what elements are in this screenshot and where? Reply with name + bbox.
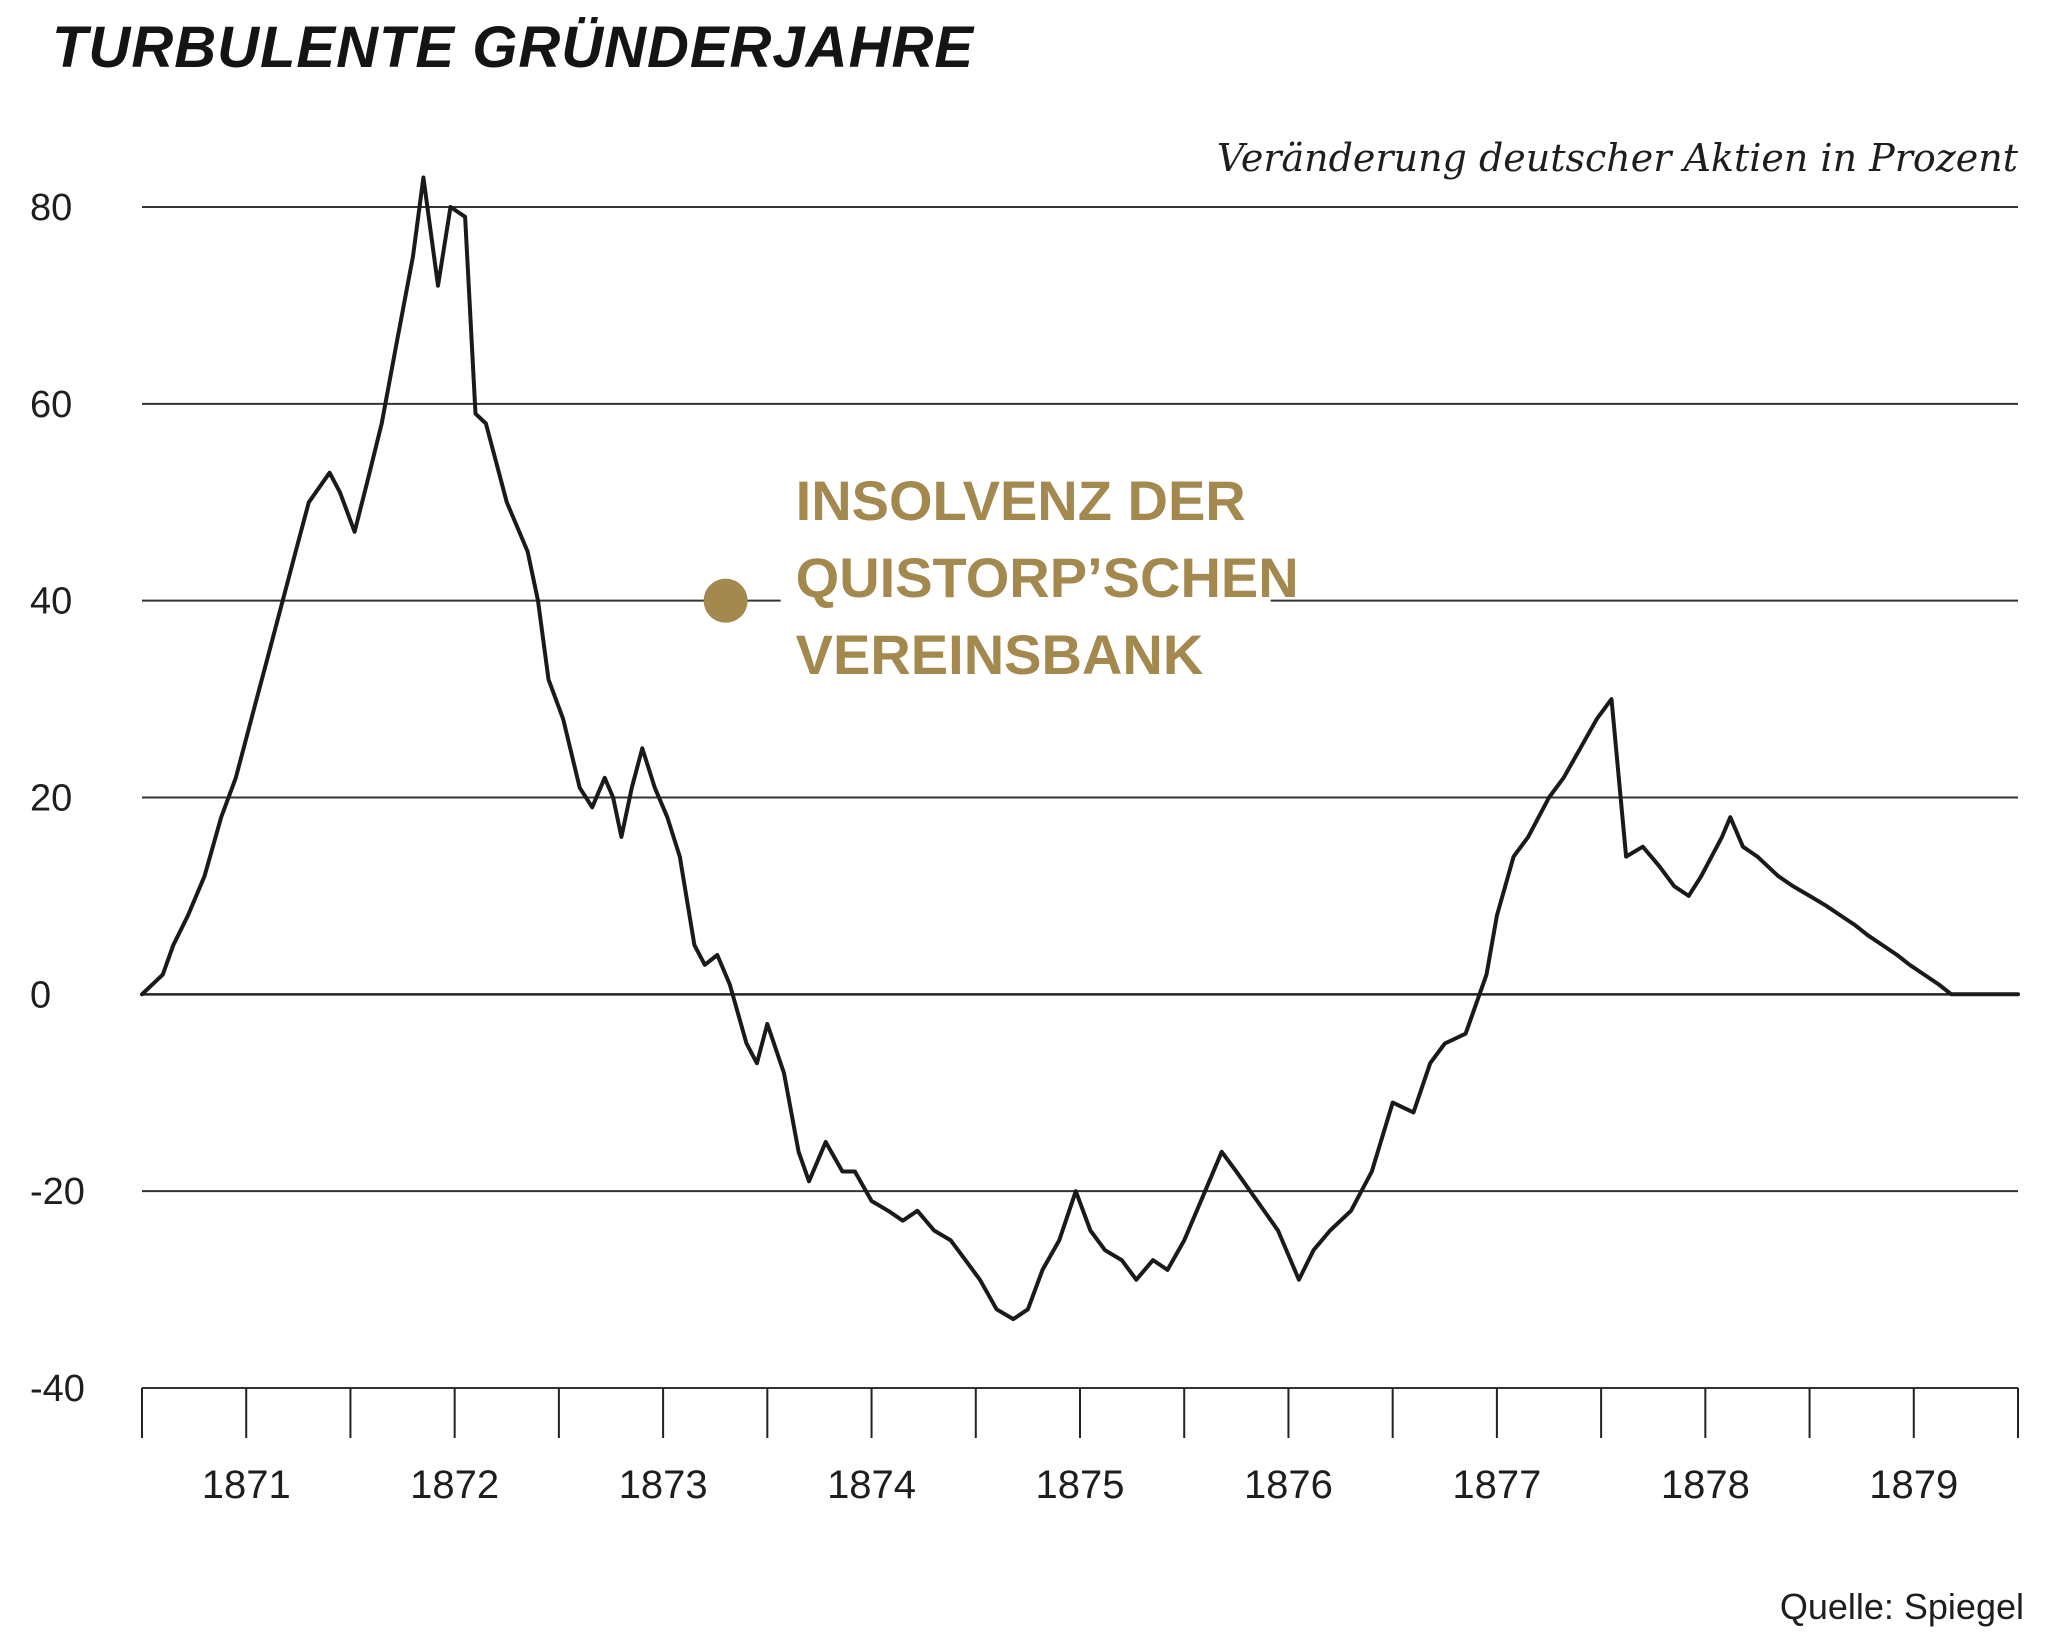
chart-source: Quelle: Spiegel xyxy=(1779,1586,2024,1627)
x-tick-label-8: 1879 xyxy=(1869,1463,1958,1507)
x-tick-label-1: 1872 xyxy=(410,1463,499,1507)
annotation-label-2: VEREINSBANK xyxy=(796,623,1204,686)
grid-lines xyxy=(142,206,2018,1389)
y-axis: 80 60 40 20 0 -20 -40 xyxy=(30,187,85,1410)
series-layer xyxy=(140,175,2020,1322)
x-tick-label-5: 1876 xyxy=(1244,1463,1333,1507)
y-tick-label-0: 80 xyxy=(30,187,72,229)
y-tick-label-4: 0 xyxy=(30,974,51,1016)
y-tick-label-2: 40 xyxy=(30,581,72,623)
annotation-label-1: QUISTORP’SCHEN xyxy=(796,546,1299,609)
y-tick-label-6: -40 xyxy=(30,1368,85,1410)
x-tick-label-6: 1877 xyxy=(1452,1463,1541,1507)
x-tick-label-0: 1871 xyxy=(202,1463,291,1507)
series-line-0 xyxy=(140,175,2020,1322)
chart-subtitle: Veränderung deutscher Aktien in Prozent xyxy=(1216,136,2018,180)
annotation-label-0: INSOLVENZ DER xyxy=(796,469,1246,532)
x-tick-label-2: 1873 xyxy=(619,1463,708,1507)
annotation-marker xyxy=(703,578,748,623)
x-tick-label-3: 1874 xyxy=(827,1463,916,1507)
x-tick-label-4: 1875 xyxy=(1036,1463,1125,1507)
chart-title: TURBULENTE GRÜNDERJAHRE xyxy=(52,15,975,80)
x-tick-label-7: 1878 xyxy=(1661,1463,1750,1507)
x-axis: 1871 1872 1873 1874 1875 1876 1877 1878 1879 xyxy=(141,1388,2019,1507)
y-tick-label-5: -20 xyxy=(30,1171,85,1213)
y-tick-label-3: 20 xyxy=(30,778,72,820)
y-tick-label-1: 60 xyxy=(30,384,72,426)
annotation: INSOLVENZ DER QUISTORP’SCHEN VEREINSBANK xyxy=(703,469,1299,686)
